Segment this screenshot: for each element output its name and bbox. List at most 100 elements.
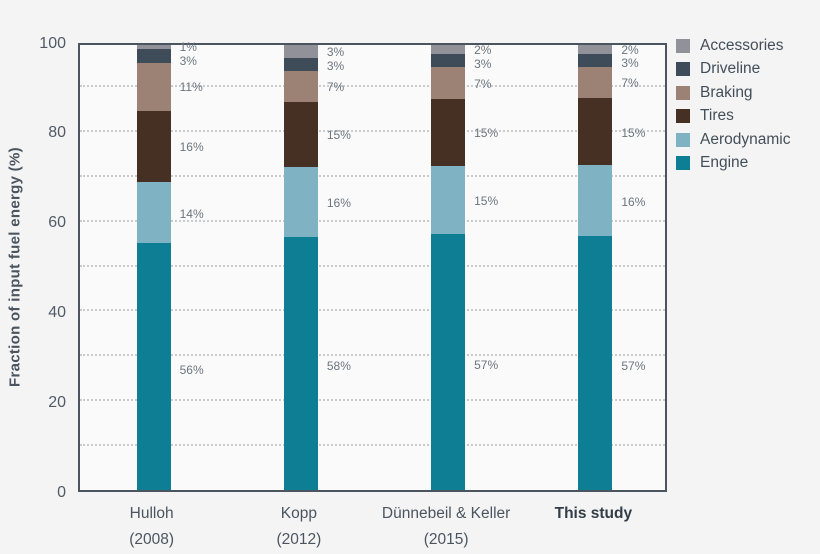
bar-segment-engine bbox=[136, 243, 171, 491]
legend-swatch-icon bbox=[676, 155, 690, 170]
bar-segment-driveline bbox=[136, 49, 171, 63]
legend-item-engine: Engine bbox=[676, 154, 790, 172]
legend: Accessories Driveline Braking Tires Aerodyna… bbox=[676, 37, 790, 177]
bar-segment-accessories bbox=[283, 45, 318, 59]
percent-label-engine: 56% bbox=[179, 362, 204, 377]
legend-swatch-icon bbox=[676, 85, 690, 100]
percent-label-braking: 7% bbox=[621, 76, 639, 91]
x-tick-line: Dünnebeil & Keller bbox=[381, 505, 511, 522]
percent-label-tires: 16% bbox=[179, 140, 204, 155]
bar-segment-driveline bbox=[283, 58, 318, 72]
gridline-70 bbox=[80, 174, 665, 177]
percent-label-driveline: 3% bbox=[474, 56, 492, 71]
percent-label-aerodynamic: 16% bbox=[326, 196, 351, 211]
legend-label: Tires bbox=[700, 107, 734, 125]
x-tick-line: Kopp bbox=[280, 505, 317, 522]
y-tick-label-80: 80 bbox=[48, 124, 66, 142]
gridline-90 bbox=[80, 84, 665, 87]
legend-label: Engine bbox=[700, 153, 749, 171]
legend-swatch-icon bbox=[676, 62, 690, 77]
x-tick-line: This study bbox=[554, 505, 633, 522]
bar-segment-tires bbox=[431, 98, 466, 167]
y-axis-title: Fraction of input fuel energy (%) bbox=[6, 147, 24, 388]
y-tick-label-20: 20 bbox=[48, 393, 66, 411]
bar-segment-braking bbox=[283, 71, 318, 102]
bar-segment-aerodynamic bbox=[136, 181, 171, 244]
x-tick-label-0: Hulloh (2008) bbox=[67, 501, 237, 553]
percent-label-accessories: 1% bbox=[179, 40, 197, 55]
legend-item-tires: Tires bbox=[676, 107, 790, 125]
percent-label-driveline: 3% bbox=[179, 54, 197, 69]
percent-label-accessories: 2% bbox=[621, 42, 639, 57]
y-tick-label-60: 60 bbox=[48, 214, 66, 232]
bar-segment-engine bbox=[283, 236, 318, 491]
gridline-80 bbox=[80, 129, 665, 132]
legend-swatch-icon bbox=[676, 132, 690, 147]
bar-segment-driveline bbox=[431, 53, 466, 68]
y-tick-label-100: 100 bbox=[39, 34, 66, 52]
bar-segment-engine bbox=[431, 233, 466, 490]
bar-segment-tires bbox=[578, 98, 613, 166]
x-tick-label-3: This study bbox=[508, 501, 678, 527]
percent-label-braking: 7% bbox=[326, 79, 345, 94]
gridline-60 bbox=[80, 219, 665, 222]
bar-segment-tires bbox=[136, 111, 171, 182]
percent-label-aerodynamic: 16% bbox=[621, 195, 646, 210]
percent-label-aerodynamic: 14% bbox=[179, 206, 204, 221]
bar-segment-accessories bbox=[431, 45, 466, 54]
bar-segment-braking bbox=[136, 62, 171, 112]
bar-segment-braking bbox=[578, 67, 613, 99]
x-tick-line: (2015) bbox=[423, 531, 469, 548]
gridline-10 bbox=[80, 444, 665, 447]
legend-item-braking: Braking bbox=[676, 84, 790, 102]
legend-label: Driveline bbox=[700, 60, 761, 78]
y-tick-label-40: 40 bbox=[48, 303, 66, 321]
x-tick-line: (2012) bbox=[276, 531, 322, 548]
percent-label-tires: 15% bbox=[621, 125, 646, 140]
percent-label-driveline: 3% bbox=[621, 56, 639, 71]
bar-segment-aerodynamic bbox=[431, 166, 466, 234]
gridline-20 bbox=[80, 399, 665, 402]
bar-segment-tires bbox=[283, 101, 318, 168]
percent-label-accessories: 3% bbox=[326, 44, 345, 59]
percent-label-engine: 58% bbox=[326, 359, 351, 374]
gridline-30 bbox=[80, 354, 665, 357]
y-tick-label-0: 0 bbox=[57, 483, 66, 501]
bar-segment-braking bbox=[431, 67, 466, 99]
bar-segment-aerodynamic bbox=[283, 167, 318, 237]
legend-item-aerodynamic: Aerodynamic bbox=[676, 131, 790, 149]
bar-segment-driveline bbox=[578, 53, 613, 68]
x-tick-label-2: Dünnebeil & Keller (2015) bbox=[361, 501, 531, 553]
bar-segment-aerodynamic bbox=[578, 165, 613, 237]
bar-segment-engine bbox=[578, 236, 613, 491]
plot-area: 1% 3% 11% 16% 14% 56% 3% 3% 7% 15% 16% 58% 2% 3% 7% 15%… bbox=[78, 40, 667, 492]
percent-label-engine: 57% bbox=[621, 359, 646, 374]
percent-label-braking: 7% bbox=[474, 76, 492, 91]
percent-label-aerodynamic: 15% bbox=[474, 194, 499, 209]
legend-item-accessories: Accessories bbox=[676, 37, 790, 55]
bar-3 bbox=[578, 45, 613, 491]
percent-label-braking: 11% bbox=[179, 80, 203, 95]
legend-item-driveline: Driveline bbox=[676, 60, 790, 78]
bar-1 bbox=[283, 45, 318, 491]
percent-label-accessories: 2% bbox=[474, 42, 492, 57]
legend-swatch-icon bbox=[676, 109, 690, 124]
percent-label-engine: 57% bbox=[474, 357, 499, 372]
x-tick-line: Hulloh bbox=[129, 505, 174, 522]
legend-label: Braking bbox=[700, 83, 753, 101]
bar-2 bbox=[431, 45, 466, 490]
bar-segment-accessories bbox=[578, 45, 613, 54]
gridline-50 bbox=[80, 264, 665, 267]
bar-segment-accessories bbox=[136, 45, 171, 50]
percent-label-tires: 15% bbox=[326, 128, 351, 143]
x-tick-line: (2008) bbox=[129, 531, 175, 548]
bar-0 bbox=[136, 45, 171, 491]
percent-label-driveline: 3% bbox=[326, 58, 345, 73]
x-tick-label-1: Kopp (2012) bbox=[214, 501, 384, 553]
legend-label: Accessories bbox=[700, 37, 784, 54]
legend-label: Aerodynamic bbox=[700, 130, 791, 148]
legend-swatch-icon bbox=[676, 39, 690, 53]
gridline-40 bbox=[80, 309, 665, 312]
percent-label-tires: 15% bbox=[474, 126, 499, 141]
